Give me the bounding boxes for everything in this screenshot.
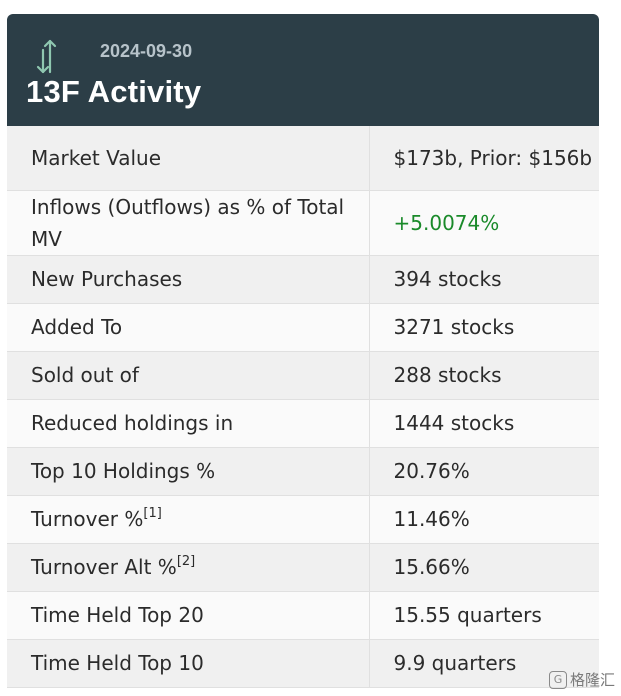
row-value: 20.76%	[368, 447, 599, 495]
footnote-link-1[interactable]: [1]	[143, 506, 162, 521]
13f-activity-card: 2024-09-30 13F Activity Market Value $17…	[7, 14, 599, 688]
row-label-cell: Turnover Alt %[2]	[7, 543, 369, 591]
table-row-sold-out-of: Sold out of 288 stocks	[7, 351, 599, 399]
row-value: $173b, Prior: $156b	[368, 126, 599, 190]
row-value: 394 stocks	[368, 255, 599, 303]
row-value: 15.55 quarters	[368, 591, 599, 639]
watermark-text: 格隆汇	[569, 671, 615, 689]
row-label: Reduced holdings in	[31, 411, 234, 435]
watermark: G 格隆汇	[548, 669, 615, 690]
table-row-time-held-top10: Time Held Top 10 9.9 quarters	[7, 639, 599, 687]
row-value: 9.9 quarters	[368, 639, 599, 687]
up-down-arrows-icon	[36, 39, 57, 74]
row-value: 11.46%	[368, 495, 599, 543]
row-label: Market Value	[31, 145, 162, 170]
row-label: Turnover %	[31, 507, 144, 531]
table-row-new-purchases: New Purchases 394 stocks	[7, 255, 599, 303]
table-row-market-value: Market Value $173b, Prior: $156b	[7, 126, 599, 190]
row-label: Time Held Top 10	[31, 651, 204, 675]
table-row-reduced-holdings: Reduced holdings in 1444 stocks	[7, 399, 599, 447]
row-value: 3271 stocks	[368, 303, 599, 351]
watermark-logo-icon: G	[548, 670, 567, 689]
row-label-cell: Turnover %[1]	[7, 495, 369, 543]
row-label: New Purchases	[31, 267, 183, 291]
table-row-time-held-top20: Time Held Top 20 15.55 quarters	[7, 591, 599, 639]
row-label: Top 10 Holdings %	[31, 459, 216, 483]
row-value: 1444 stocks	[368, 399, 599, 447]
row-value: 15.66%	[368, 543, 599, 591]
footnote-link-2[interactable]: [2]	[176, 554, 196, 569]
row-value: 288 stocks	[368, 351, 599, 399]
table-row-inflows: Inflows (Outflows) as % of Total MV +5.0…	[7, 190, 599, 255]
row-label: Time Held Top 20	[31, 603, 204, 627]
report-date: 2024-09-30	[100, 41, 193, 61]
row-value-positive: +5.0074%	[368, 190, 599, 255]
table-row-added-to: Added To 3271 stocks	[7, 303, 599, 351]
table-row-turnover-alt: Turnover Alt %[2] 15.66%	[7, 543, 599, 591]
card-title: 13F Activity	[26, 74, 202, 109]
row-label: Inflows (Outflows) as % of Total MV	[31, 194, 345, 251]
row-label: Turnover Alt %	[31, 555, 177, 579]
card-header: 2024-09-30 13F Activity	[7, 14, 599, 126]
row-label: Sold out of	[31, 363, 139, 387]
activity-table: Market Value $173b, Prior: $156b Inflows…	[7, 126, 599, 688]
table-row-top10-holdings: Top 10 Holdings % 20.76%	[7, 447, 599, 495]
table-row-turnover: Turnover %[1] 11.46%	[7, 495, 599, 543]
row-label: Added To	[31, 315, 123, 339]
